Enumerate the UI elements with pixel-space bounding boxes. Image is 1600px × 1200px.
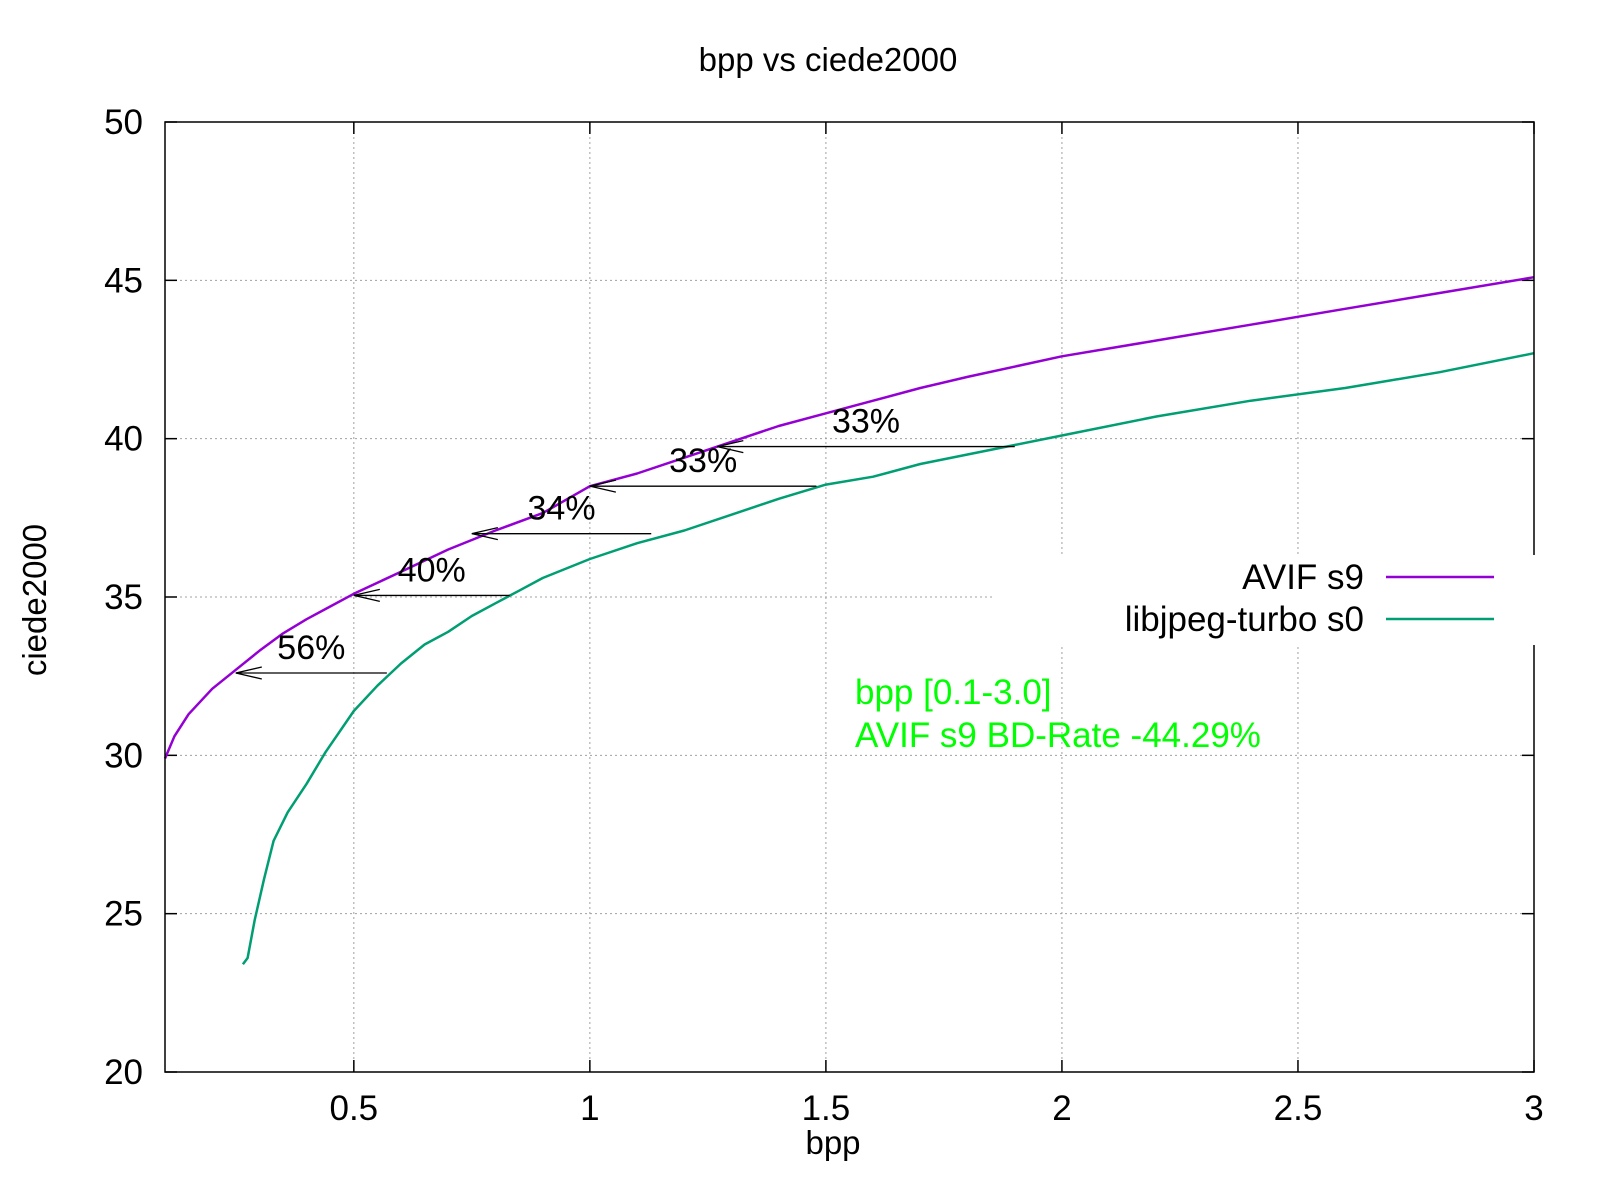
legend-label: libjpeg-turbo s0 — [1125, 600, 1364, 639]
y-tick-label: 25 — [104, 895, 143, 934]
x-tick-label: 3 — [1524, 1089, 1543, 1128]
x-tick-label: 1 — [580, 1089, 599, 1128]
x-tick-label: 1.5 — [802, 1089, 851, 1128]
annotation-arrow-head — [353, 588, 380, 603]
bd-rate-note-line: bpp [0.1-3.0] — [855, 673, 1052, 712]
annotation-label: 56% — [277, 629, 345, 667]
annotation-arrow-head — [235, 666, 262, 680]
chart-title: bpp vs ciede2000 — [699, 41, 958, 78]
y-tick-label: 30 — [104, 736, 143, 775]
annotation-label: 33% — [669, 442, 737, 480]
legend-label: AVIF s9 — [1242, 558, 1364, 597]
y-tick-label: 20 — [104, 1053, 143, 1092]
x-tick-label: 0.5 — [329, 1089, 378, 1128]
y-tick-label: 45 — [104, 261, 143, 300]
axis-ticks: 20 25 30 35 40 45 50 0.5 1 1.5 2 2.5 3 — [104, 103, 1544, 1128]
x-tick-label: 2.5 — [1274, 1089, 1323, 1128]
y-tick-label: 40 — [104, 420, 143, 459]
annotation-arrow-head — [589, 479, 617, 493]
series-line-0 — [163, 275, 1535, 759]
bd-rate-note: bpp [0.1-3.0] AVIF s9 BD-Rate -44.29% — [855, 673, 1261, 755]
annotation-label: 34% — [528, 490, 596, 528]
bd-rate-note-line: AVIF s9 BD-Rate -44.29% — [855, 716, 1261, 755]
y-axis-label: ciede2000 — [16, 524, 53, 676]
annotation-arrow-head — [471, 527, 498, 541]
annotation-arrow-head — [717, 439, 744, 454]
series-line-1 — [241, 351, 1535, 966]
legend-background — [995, 555, 1535, 645]
y-tick-label: 50 — [104, 103, 143, 142]
x-axis-label: bpp — [805, 1124, 860, 1161]
annotation-label: 33% — [832, 403, 900, 441]
x-tick-label: 2 — [1052, 1089, 1071, 1128]
annotations-layer: 56% 40% 34% 33% 33% — [235, 403, 1015, 680]
annotation-label: 40% — [398, 551, 466, 589]
y-tick-label: 35 — [104, 578, 143, 617]
